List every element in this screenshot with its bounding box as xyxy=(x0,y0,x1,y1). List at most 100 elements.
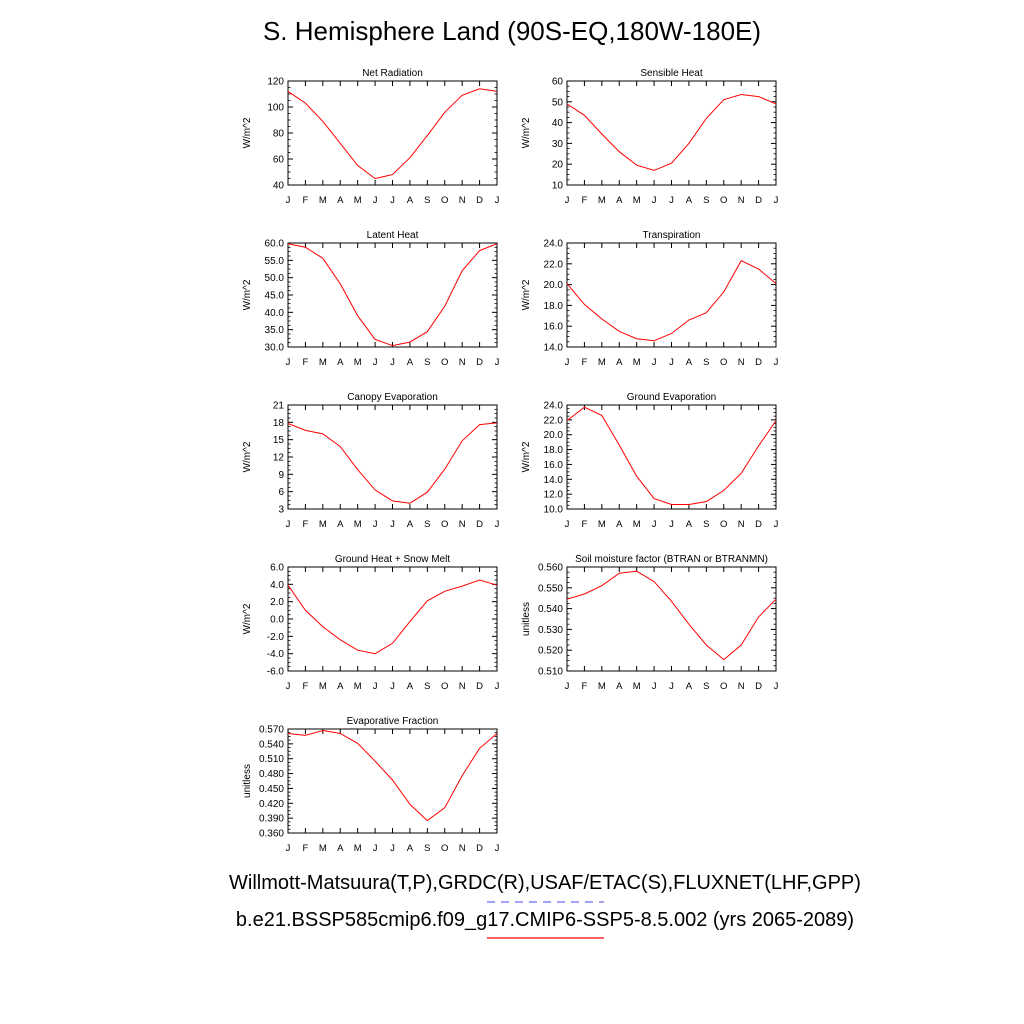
x-tick-label: M xyxy=(319,357,327,368)
y-tick-label: 21 xyxy=(273,401,285,412)
x-tick-label: A xyxy=(337,519,344,530)
x-tick-label: J xyxy=(286,357,291,368)
y-axis-label: W/m^2 xyxy=(242,117,253,148)
y-tick-label: -2.0 xyxy=(267,632,285,643)
x-tick-label: A xyxy=(686,195,693,206)
y-tick-label: 40 xyxy=(273,181,285,192)
x-tick-label: S xyxy=(424,843,430,854)
x-tick-label: J xyxy=(495,195,500,206)
y-tick-label: 35.0 xyxy=(265,325,285,336)
y-tick-label: 0.540 xyxy=(538,604,563,615)
footer-line-2: b.e21.BSSP585cmip6.f09_g17.CMIP6-SSP5-8.… xyxy=(235,909,855,931)
y-tick-label: 60.0 xyxy=(265,239,285,250)
y-tick-label: 0.570 xyxy=(259,725,284,736)
series-line xyxy=(287,88,498,180)
panel-title: Transpiration xyxy=(643,230,701,241)
y-tick-label: 15 xyxy=(273,435,285,446)
y-tick-label: 24.0 xyxy=(544,401,564,412)
x-tick-label: M xyxy=(598,519,606,530)
x-tick-label: S xyxy=(703,357,709,368)
x-tick-label: J xyxy=(286,681,291,692)
x-tick-label: O xyxy=(720,681,727,692)
x-tick-label: J xyxy=(652,681,657,692)
x-tick-label: A xyxy=(616,681,623,692)
x-tick-label: J xyxy=(669,195,674,206)
x-tick-label: A xyxy=(337,195,344,206)
x-tick-label: O xyxy=(720,357,727,368)
y-tick-label: 0.450 xyxy=(259,784,284,795)
x-tick-label: M xyxy=(598,195,606,206)
y-axis-label: W/m^2 xyxy=(242,603,253,634)
x-tick-label: S xyxy=(703,519,709,530)
y-axis-label: unitless xyxy=(242,764,253,798)
x-tick-label: J xyxy=(652,195,657,206)
x-tick-label: D xyxy=(476,519,483,530)
y-tick-label: 14.0 xyxy=(544,343,564,354)
y-tick-label: 16.0 xyxy=(544,322,564,333)
plot-frame xyxy=(566,566,777,672)
x-tick-label: J xyxy=(495,357,500,368)
x-tick-label: J xyxy=(286,195,291,206)
y-tick-label: 30.0 xyxy=(265,343,285,354)
x-tick-label: J xyxy=(565,681,570,692)
y-tick-label: 60 xyxy=(552,77,564,88)
x-tick-label: A xyxy=(686,357,693,368)
x-tick-label: M xyxy=(633,195,641,206)
x-tick-label: N xyxy=(459,681,466,692)
y-tick-label: 0.480 xyxy=(259,769,284,780)
x-tick-label: J xyxy=(373,681,378,692)
panel-title: Sensible Heat xyxy=(640,68,702,79)
x-tick-label: D xyxy=(755,519,762,530)
x-tick-label: A xyxy=(337,681,344,692)
x-tick-label: M xyxy=(598,681,606,692)
x-tick-label: M xyxy=(354,681,362,692)
x-tick-label: N xyxy=(459,195,466,206)
y-tick-label: 0.510 xyxy=(538,667,563,678)
x-tick-label: A xyxy=(337,843,344,854)
y-tick-label: 14.0 xyxy=(544,475,564,486)
panel-title: Soil moisture factor (BTRAN or BTRANMN) xyxy=(575,554,768,565)
series-line xyxy=(566,570,777,661)
footer-line-1: Willmott-Matsuura(T,P),GRDC(R),USAF/ETAC… xyxy=(229,872,861,894)
y-axis-label: W/m^2 xyxy=(521,441,532,472)
x-tick-label: A xyxy=(407,843,414,854)
x-tick-label: A xyxy=(616,195,623,206)
x-tick-label: O xyxy=(441,519,448,530)
y-tick-label: 24.0 xyxy=(544,239,564,250)
x-tick-label: D xyxy=(755,681,762,692)
x-tick-label: A xyxy=(407,195,414,206)
y-tick-label: 80 xyxy=(273,129,285,140)
panel-title: Net Radiation xyxy=(362,68,423,79)
y-axis-label: W/m^2 xyxy=(521,279,532,310)
x-tick-label: J xyxy=(390,195,395,206)
y-tick-label: 9 xyxy=(278,470,284,481)
x-tick-label: O xyxy=(441,681,448,692)
x-tick-label: J xyxy=(495,681,500,692)
x-tick-label: A xyxy=(616,357,623,368)
x-tick-label: O xyxy=(720,195,727,206)
y-tick-label: 40.0 xyxy=(265,308,285,319)
y-tick-label: 16.0 xyxy=(544,460,564,471)
x-tick-label: F xyxy=(582,681,588,692)
x-tick-label: F xyxy=(303,519,309,530)
y-axis-label: W/m^2 xyxy=(521,117,532,148)
x-tick-label: D xyxy=(476,843,483,854)
x-tick-label: F xyxy=(582,195,588,206)
x-tick-label: J xyxy=(390,357,395,368)
x-tick-label: J xyxy=(774,681,779,692)
y-tick-label: 20 xyxy=(552,160,564,171)
x-tick-label: F xyxy=(582,357,588,368)
x-tick-label: M xyxy=(319,681,327,692)
series-line xyxy=(287,579,498,655)
x-tick-label: M xyxy=(354,195,362,206)
y-tick-label: 6.0 xyxy=(270,563,284,574)
x-tick-label: S xyxy=(424,195,430,206)
x-tick-label: N xyxy=(738,681,745,692)
x-tick-label: M xyxy=(598,357,606,368)
y-tick-label: -4.0 xyxy=(267,649,285,660)
panel-title: Latent Heat xyxy=(367,230,419,241)
x-tick-label: M xyxy=(319,843,327,854)
y-tick-label: 0.540 xyxy=(259,739,284,750)
x-tick-label: O xyxy=(441,357,448,368)
